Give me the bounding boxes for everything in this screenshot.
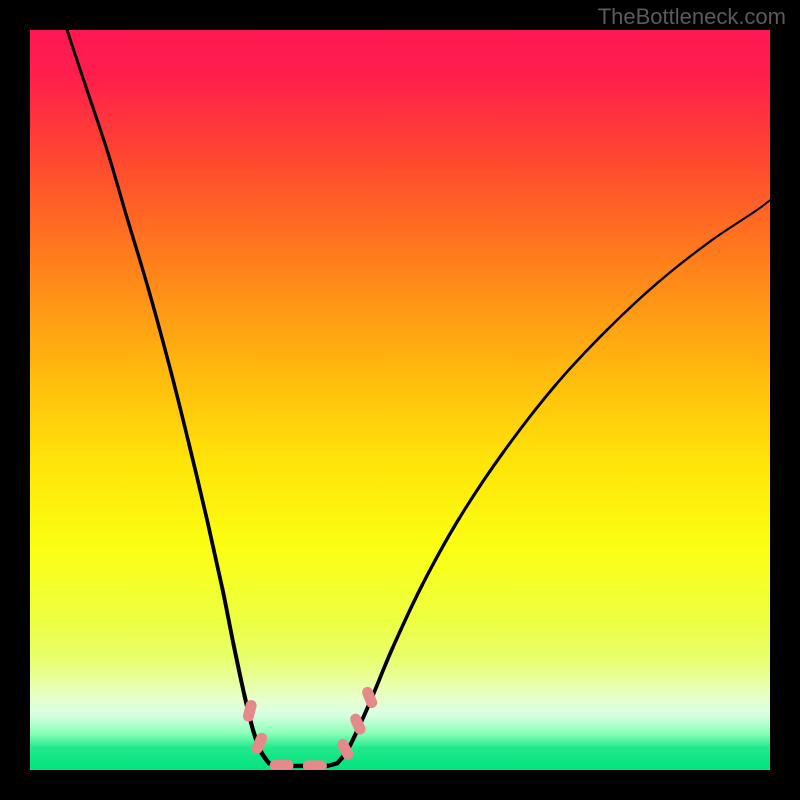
marker-capsule — [270, 760, 294, 770]
gradient-background — [30, 30, 770, 770]
chart-plot-area — [30, 30, 770, 770]
marker-capsule — [303, 760, 327, 770]
chart-svg — [30, 30, 770, 770]
watermark-text: TheBottleneck.com — [598, 4, 786, 30]
